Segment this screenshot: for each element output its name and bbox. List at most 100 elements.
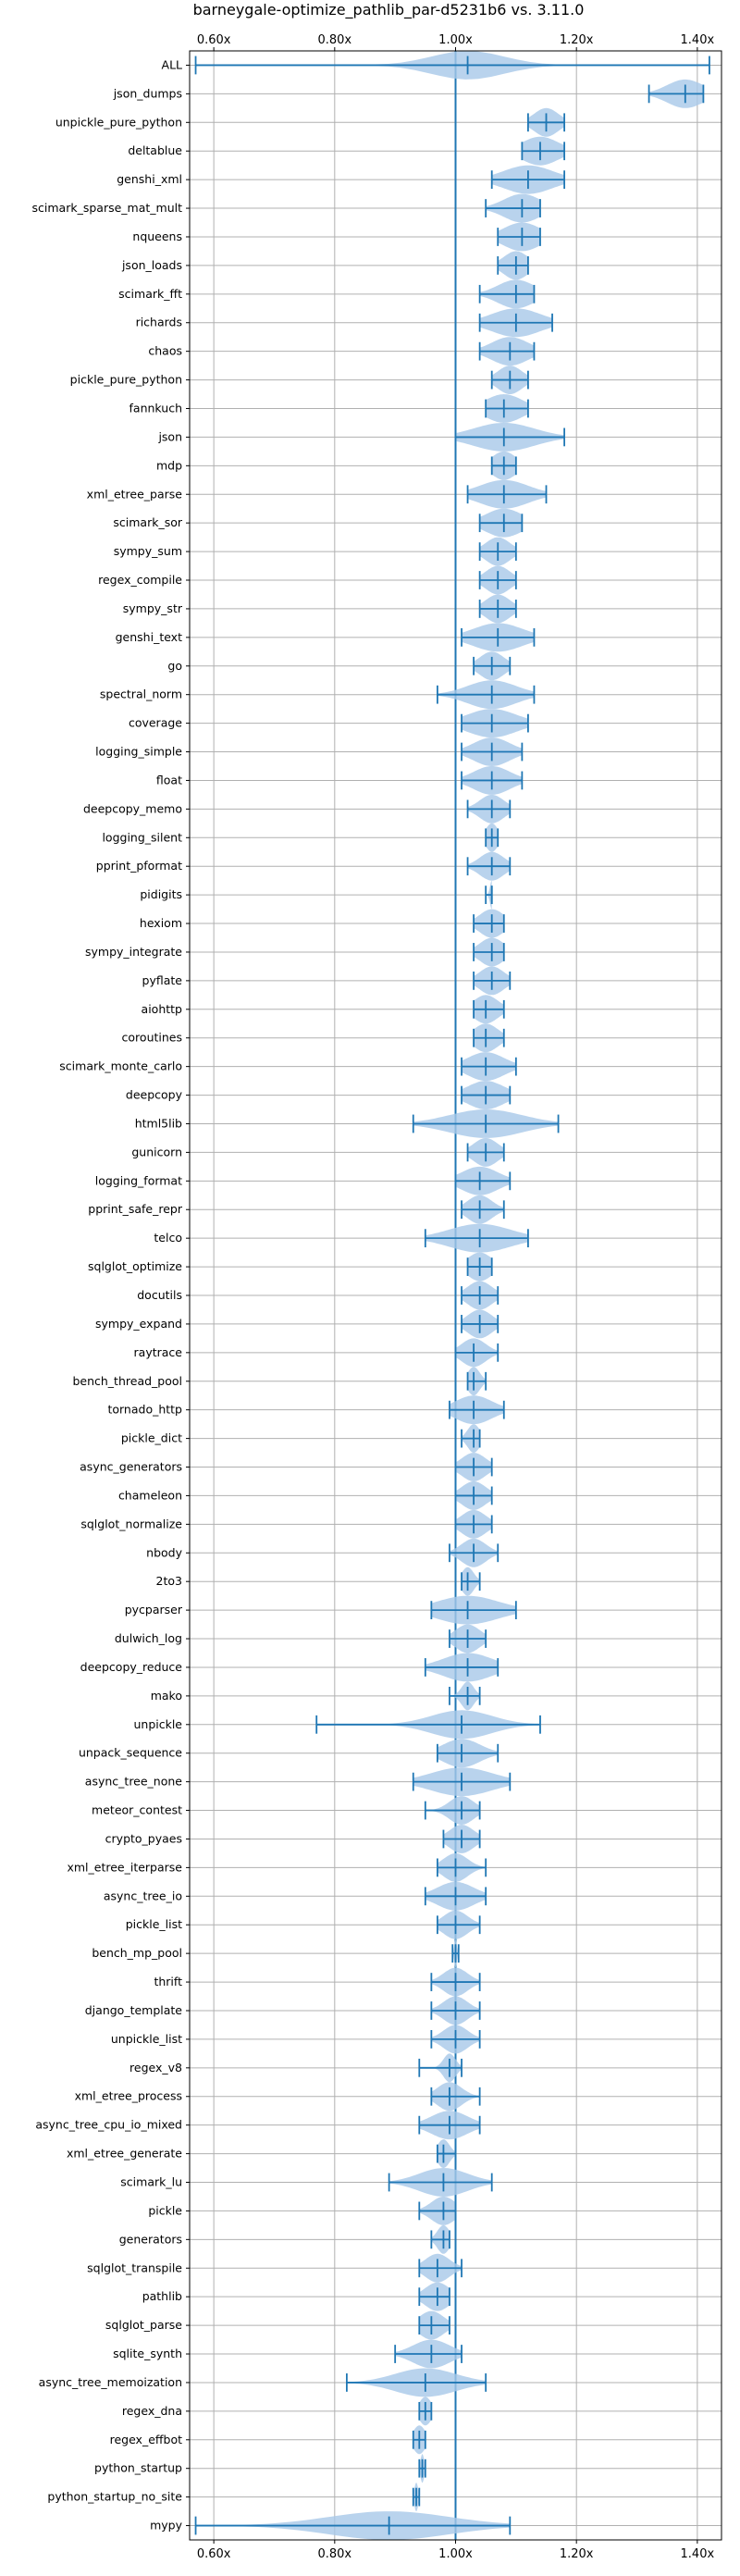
x-tick-label-bottom: 0.60x: [197, 2547, 231, 2561]
category-label: logging_silent: [102, 830, 182, 844]
x-tick-label-bottom: 0.80x: [317, 2547, 352, 2561]
category-label: async_tree_memoization: [39, 2375, 182, 2389]
category-label: bench_mp_pool: [92, 1946, 182, 1960]
category-label: sympy_integrate: [85, 945, 182, 959]
category-label: logging_format: [95, 1173, 182, 1187]
category-label: go: [167, 659, 182, 673]
chart-title: barneygale-optimize_pathlib_par-d5231b6 …: [193, 1, 585, 19]
category-label: pycparser: [125, 1603, 183, 1616]
category-label: scimark_sor: [113, 515, 182, 529]
category-label: sympy_expand: [95, 1317, 182, 1331]
category-label: regex_effbot: [110, 2433, 182, 2446]
category-label: regex_compile: [98, 573, 182, 587]
category-label: sympy_sum: [114, 544, 182, 558]
x-tick-label-top: 0.80x: [317, 33, 352, 47]
category-label: python_startup_no_site: [47, 2490, 182, 2504]
category-label: mypy: [150, 2519, 183, 2533]
category-label: coverage: [129, 716, 182, 730]
category-label: richards: [136, 316, 182, 329]
category-label: logging_simple: [95, 745, 182, 759]
category-label: scimark_fft: [118, 287, 182, 301]
category-label: pickle_list: [126, 1917, 182, 1931]
category-label: ALL: [162, 57, 183, 71]
category-label: nqueens: [132, 229, 182, 243]
category-label: bench_thread_pool: [72, 1374, 182, 1388]
category-label: sqlglot_normalize: [80, 1517, 182, 1530]
category-label: xml_etree_process: [75, 2089, 182, 2103]
category-label: scimark_lu: [120, 2175, 182, 2189]
category-label: mdp: [156, 458, 182, 472]
category-label: json_dumps: [113, 86, 182, 100]
category-label: crypto_pyaes: [105, 1831, 182, 1845]
category-label: scimark_monte_carlo: [59, 1059, 182, 1073]
category-label: xml_etree_iterparse: [67, 1860, 182, 1874]
category-label: aiohttp: [142, 1002, 183, 1016]
category-label: sqlite_synth: [113, 2347, 182, 2360]
x-tick-label-bottom: 1.00x: [438, 2547, 473, 2561]
category-label: regex_v8: [130, 2061, 182, 2074]
category-label: deltablue: [128, 143, 182, 157]
plot-frame: [189, 50, 722, 2541]
category-label: coroutines: [122, 1031, 182, 1045]
category-label: xml_etree_parse: [87, 487, 183, 501]
category-label: pidigits: [140, 887, 182, 901]
category-label: chaos: [148, 344, 182, 358]
x-tick-label-bottom: 1.20x: [560, 2547, 594, 2561]
category-label: json: [157, 429, 182, 443]
category-label: django_template: [85, 2003, 183, 2017]
violins: [194, 51, 710, 2540]
category-label: float: [156, 773, 182, 786]
axis-ticks: 0.60x 0.60x 0.80x 0.80x 1.00x 1.00x 1.20x 1.20x…: [186, 33, 714, 2561]
x-tick-label-top: 1.00x: [438, 33, 473, 47]
category-label: gunicorn: [131, 1145, 182, 1158]
x-tick-label-bottom: 1.40x: [681, 2547, 715, 2561]
category-label: telco: [154, 1231, 182, 1245]
category-label: nbody: [146, 1545, 182, 1559]
category-label: sympy_str: [123, 601, 183, 615]
category-label: thrift: [154, 1975, 182, 1988]
category-label: sqlglot_parse: [105, 2318, 182, 2332]
category-label: scimark_sparse_mat_mult: [32, 201, 183, 215]
category-label: sqlglot_transpile: [87, 2260, 182, 2274]
category-label: chameleon: [118, 1488, 182, 1502]
category-label: deepcopy_memo: [83, 801, 182, 815]
category-label: raytrace: [134, 1345, 183, 1359]
category-label: async_generators: [80, 1460, 182, 1474]
category-label: hexiom: [140, 916, 182, 930]
x-tick-label-top: 1.40x: [681, 33, 715, 47]
category-label: pprint_safe_repr: [88, 1202, 183, 1216]
category-label: spectral_norm: [100, 687, 182, 701]
category-label: sqlglot_optimize: [88, 1259, 182, 1273]
x-tick-label-top: 1.20x: [560, 33, 594, 47]
category-label: pickle_pure_python: [70, 373, 182, 387]
category-label: xml_etree_generate: [67, 2147, 182, 2161]
category-label: html5lib: [135, 1116, 182, 1130]
category-label: pathlib: [142, 2289, 182, 2303]
category-label: async_tree_none: [85, 1775, 183, 1789]
category-label: async_tree_io: [104, 1889, 182, 1902]
category-label: tornado_http: [107, 1403, 182, 1417]
category-label: fannkuch: [130, 401, 182, 415]
category-label: genshi_xml: [117, 172, 182, 186]
category-label: 2to3: [156, 1574, 182, 1588]
category-labels: ALL json_dumps unpickle_pure_pythondeltabl…: [32, 57, 183, 2532]
category-label: async_tree_cpu_io_mixed: [35, 2118, 182, 2132]
category-label: pprint_pformat: [96, 859, 182, 873]
category-label: docutils: [137, 1288, 182, 1302]
category-label: python_startup: [94, 2461, 182, 2475]
category-label: pyflate: [142, 973, 183, 987]
category-label: generators: [119, 2232, 182, 2246]
category-label: genshi_text: [116, 630, 182, 644]
category-label: meteor_contest: [92, 1803, 182, 1817]
category-label: unpickle_pure_python: [56, 115, 182, 129]
category-label: json_loads: [121, 258, 182, 272]
x-tick-label-top: 0.60x: [197, 33, 231, 47]
category-label: unpickle_list: [111, 2032, 182, 2046]
category-label: unpickle: [133, 1717, 182, 1731]
category-label: mako: [151, 1689, 182, 1703]
category-label: deepcopy: [126, 1088, 183, 1102]
category-label: pickle_dict: [121, 1431, 182, 1445]
category-label: regex_dna: [122, 2404, 182, 2418]
